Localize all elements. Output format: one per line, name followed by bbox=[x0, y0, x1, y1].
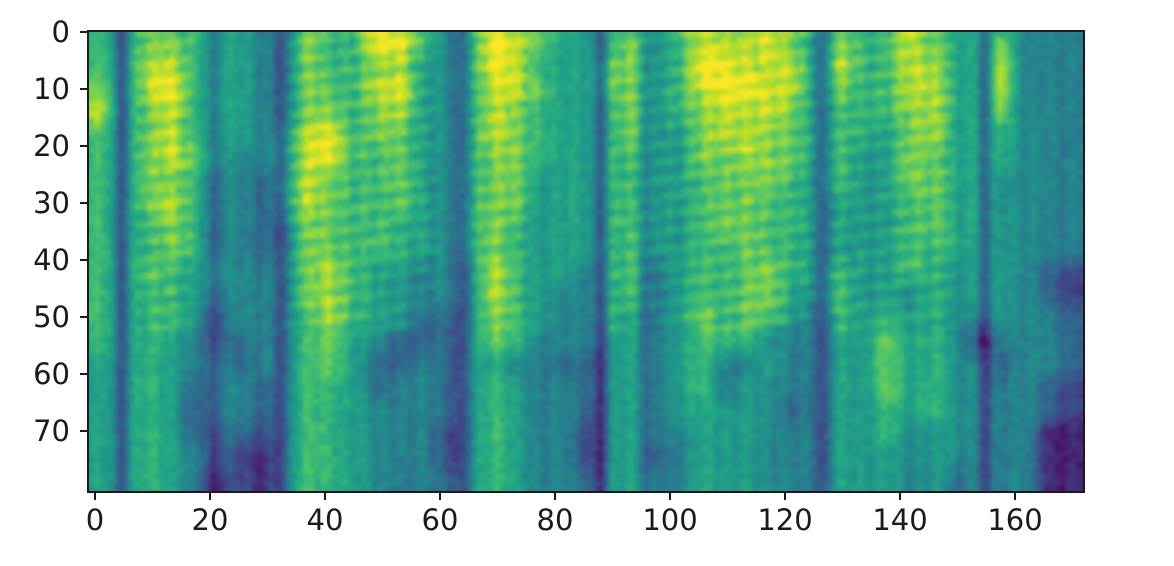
y-tick-label-10: 10 bbox=[33, 72, 70, 106]
x-tick-label-120: 120 bbox=[757, 503, 813, 537]
x-tick-mark-80 bbox=[554, 493, 556, 500]
y-tick-mark-10 bbox=[80, 88, 87, 90]
y-tick-label-60: 60 bbox=[33, 357, 70, 391]
y-tick-mark-20 bbox=[80, 145, 87, 147]
y-tick-label-30: 30 bbox=[33, 186, 70, 220]
x-tick-mark-100 bbox=[669, 493, 671, 500]
x-tick-label-0: 0 bbox=[85, 503, 105, 537]
x-tick-mark-120 bbox=[784, 493, 786, 500]
spectrogram-heatmap bbox=[89, 32, 1083, 491]
y-tick-mark-30 bbox=[80, 202, 87, 204]
x-tick-label-20: 20 bbox=[191, 503, 229, 537]
y-tick-label-50: 50 bbox=[33, 300, 70, 334]
x-tick-label-40: 40 bbox=[306, 503, 344, 537]
y-tick-mark-0 bbox=[80, 31, 87, 33]
x-tick-mark-40 bbox=[324, 493, 326, 500]
y-tick-label-70: 70 bbox=[33, 414, 70, 448]
x-tick-mark-160 bbox=[1014, 493, 1016, 500]
y-tick-label-0: 0 bbox=[51, 15, 70, 49]
y-tick-mark-60 bbox=[80, 373, 87, 375]
y-tick-mark-40 bbox=[80, 259, 87, 261]
y-tick-mark-70 bbox=[80, 430, 87, 432]
plot-area bbox=[87, 30, 1085, 493]
x-tick-label-160: 160 bbox=[987, 503, 1043, 537]
x-tick-mark-0 bbox=[94, 493, 96, 500]
x-tick-label-100: 100 bbox=[642, 503, 698, 537]
x-tick-mark-140 bbox=[899, 493, 901, 500]
y-tick-mark-50 bbox=[80, 316, 87, 318]
x-tick-label-80: 80 bbox=[536, 503, 574, 537]
y-tick-label-20: 20 bbox=[33, 129, 70, 163]
x-tick-label-140: 140 bbox=[872, 503, 928, 537]
x-tick-mark-20 bbox=[209, 493, 211, 500]
y-tick-label-40: 40 bbox=[33, 243, 70, 277]
x-tick-mark-60 bbox=[439, 493, 441, 500]
x-tick-label-60: 60 bbox=[421, 503, 459, 537]
